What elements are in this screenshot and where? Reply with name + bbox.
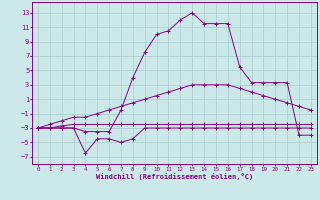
X-axis label: Windchill (Refroidissement éolien,°C): Windchill (Refroidissement éolien,°C) [96, 173, 253, 180]
